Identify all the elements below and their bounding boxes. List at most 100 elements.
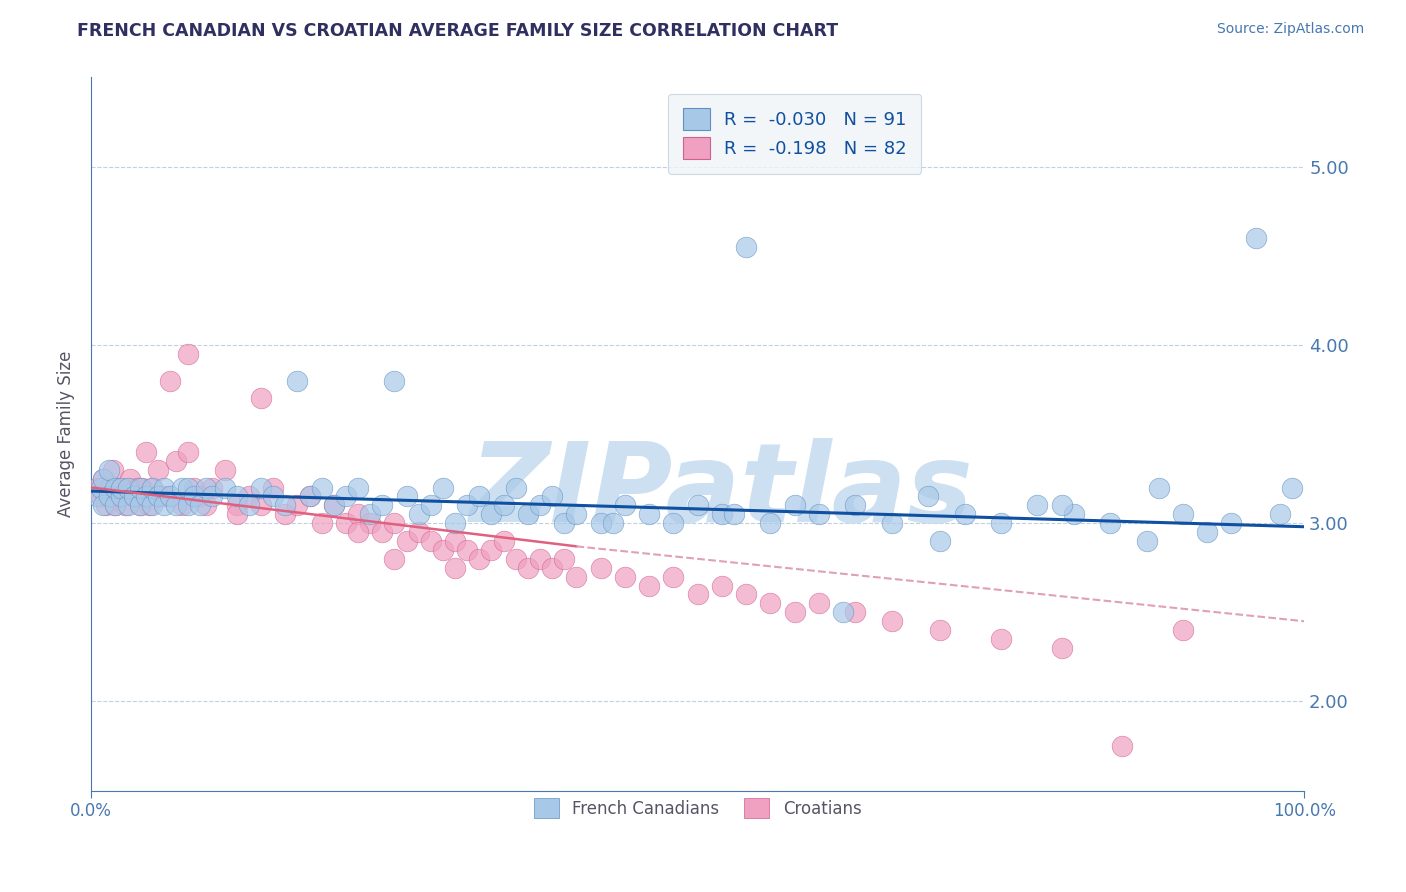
Point — [990, 632, 1012, 646]
Point — [444, 533, 467, 548]
Point — [322, 499, 344, 513]
Point — [638, 578, 661, 592]
Point — [553, 551, 575, 566]
Point — [287, 499, 309, 513]
Point — [201, 490, 224, 504]
Point — [929, 623, 952, 637]
Point — [710, 578, 733, 592]
Point — [880, 516, 903, 531]
Point — [274, 499, 297, 513]
Point — [1026, 499, 1049, 513]
Point — [94, 499, 117, 513]
Point — [565, 569, 588, 583]
Point — [516, 560, 538, 574]
Point — [262, 490, 284, 504]
Text: FRENCH CANADIAN VS CROATIAN AVERAGE FAMILY SIZE CORRELATION CHART: FRENCH CANADIAN VS CROATIAN AVERAGE FAMI… — [77, 22, 838, 40]
Point — [274, 508, 297, 522]
Point — [408, 525, 430, 540]
Point — [395, 533, 418, 548]
Point — [104, 499, 127, 513]
Point — [135, 490, 157, 504]
Point — [553, 516, 575, 531]
Point — [122, 490, 145, 504]
Point — [107, 481, 129, 495]
Point — [529, 551, 551, 566]
Point — [384, 551, 406, 566]
Text: ZIPatlas: ZIPatlas — [470, 438, 974, 545]
Point — [128, 499, 150, 513]
Point — [723, 508, 745, 522]
Point — [117, 499, 139, 513]
Point — [759, 596, 782, 610]
Point — [783, 499, 806, 513]
Point — [101, 463, 124, 477]
Point — [492, 533, 515, 548]
Point — [188, 499, 211, 513]
Point — [138, 499, 160, 513]
Point — [1171, 623, 1194, 637]
Point — [177, 499, 200, 513]
Point — [225, 499, 247, 513]
Point — [183, 481, 205, 495]
Point — [541, 490, 564, 504]
Point — [104, 499, 127, 513]
Point — [384, 374, 406, 388]
Point — [201, 481, 224, 495]
Point — [686, 499, 709, 513]
Point — [1281, 481, 1303, 495]
Point — [371, 525, 394, 540]
Point — [86, 490, 108, 504]
Point — [250, 392, 273, 406]
Point — [118, 472, 141, 486]
Point — [1244, 231, 1267, 245]
Point — [1197, 525, 1219, 540]
Point — [153, 499, 176, 513]
Point — [110, 490, 132, 504]
Point — [662, 569, 685, 583]
Point — [359, 516, 381, 531]
Point — [122, 490, 145, 504]
Point — [1099, 516, 1122, 531]
Point — [395, 490, 418, 504]
Point — [146, 463, 169, 477]
Point — [505, 481, 527, 495]
Point — [141, 481, 163, 495]
Point — [311, 481, 333, 495]
Point — [110, 490, 132, 504]
Point — [141, 499, 163, 513]
Point — [807, 508, 830, 522]
Point — [347, 525, 370, 540]
Point — [953, 508, 976, 522]
Point — [419, 533, 441, 548]
Point — [710, 508, 733, 522]
Point — [1050, 640, 1073, 655]
Point — [104, 481, 127, 495]
Point — [481, 508, 503, 522]
Point — [481, 542, 503, 557]
Point — [131, 481, 153, 495]
Point — [335, 516, 357, 531]
Point — [686, 587, 709, 601]
Point — [298, 490, 321, 504]
Point — [165, 454, 187, 468]
Point — [492, 499, 515, 513]
Point — [86, 481, 108, 495]
Point — [602, 516, 624, 531]
Point — [783, 605, 806, 619]
Point — [135, 445, 157, 459]
Point — [444, 560, 467, 574]
Point — [153, 481, 176, 495]
Point — [250, 481, 273, 495]
Point — [1135, 533, 1157, 548]
Point — [844, 605, 866, 619]
Point — [662, 516, 685, 531]
Point — [165, 499, 187, 513]
Point — [225, 508, 247, 522]
Point — [172, 499, 194, 513]
Point — [347, 481, 370, 495]
Point — [1111, 739, 1133, 753]
Point — [214, 463, 236, 477]
Point — [114, 499, 136, 513]
Point — [505, 551, 527, 566]
Point — [468, 490, 491, 504]
